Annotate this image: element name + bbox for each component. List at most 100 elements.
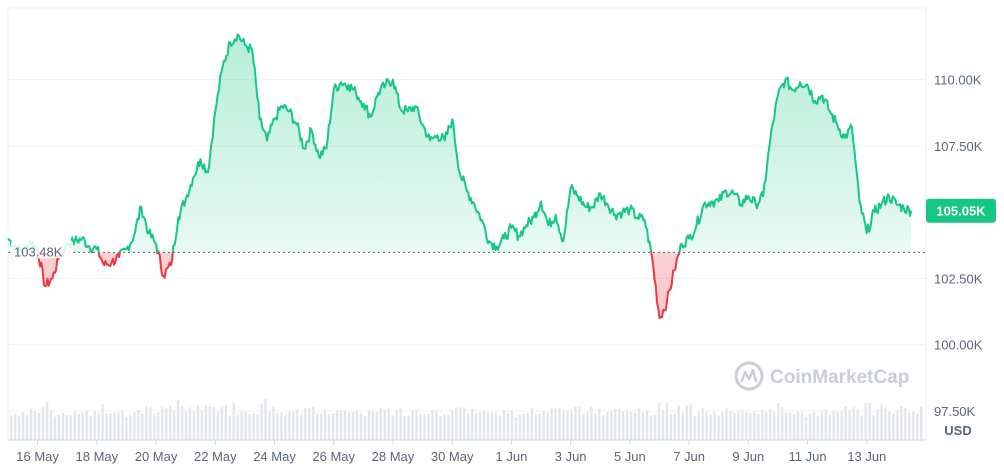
volume-bar	[41, 406, 45, 440]
volume-bar	[733, 413, 736, 440]
volume-bar	[403, 416, 406, 440]
volume-bar	[880, 404, 883, 440]
volume-bar	[439, 416, 442, 440]
volume-bar	[10, 415, 13, 440]
volume-bar	[792, 413, 796, 440]
volume-bar	[705, 411, 708, 440]
volume-bar	[208, 406, 212, 440]
volume-bar	[45, 401, 49, 440]
volume-bar	[320, 413, 323, 440]
volume-bar	[534, 414, 537, 440]
volume-bar	[637, 408, 641, 440]
y-tick-label: 97.50K	[934, 404, 976, 419]
y-axis-unit: USD	[944, 423, 971, 438]
volume-bar	[633, 412, 637, 440]
volume-bar	[117, 412, 120, 440]
volume-bar	[482, 410, 486, 440]
volume-bar	[594, 412, 597, 440]
volume-bar	[665, 402, 669, 440]
volume-bar	[629, 411, 633, 440]
y-tick-label: 110.00K	[934, 73, 982, 88]
volume-bar	[586, 411, 589, 440]
volume-bar	[773, 412, 776, 440]
volume-bar	[101, 404, 104, 440]
volume-bar	[383, 409, 386, 440]
volume-bar	[89, 415, 92, 440]
volume-bar	[800, 412, 804, 440]
volume-bar	[264, 399, 267, 440]
volume-bar	[204, 405, 208, 440]
volume-bar	[546, 412, 549, 440]
volume-bar	[582, 413, 585, 440]
volume-bar	[713, 411, 716, 440]
volume-bar	[697, 412, 700, 440]
volume-bar	[701, 408, 704, 440]
volume-bar	[435, 411, 438, 440]
volume-bar	[415, 409, 418, 440]
volume-bar	[860, 415, 863, 440]
volume-bar	[645, 411, 649, 440]
volume-bar	[486, 412, 490, 440]
volume-bar	[335, 410, 339, 440]
volume-bar	[244, 411, 247, 440]
x-tick-label: 7 Jun	[673, 449, 705, 464]
volume-bar	[478, 411, 482, 440]
volume-bar	[506, 413, 510, 440]
volume-bar	[721, 412, 724, 440]
x-tick-label: 11 Jun	[789, 449, 827, 464]
volume-bar	[804, 417, 808, 440]
volume-bar	[474, 413, 478, 440]
volume-bar	[681, 412, 684, 440]
volume-bar	[57, 414, 61, 440]
coinmarketcap-watermark: CoinMarketCap	[734, 361, 909, 391]
volume-bar	[312, 406, 315, 440]
volume-bar	[904, 408, 907, 440]
volume-bar	[17, 416, 21, 440]
volume-bar	[459, 407, 462, 440]
volume-bar	[248, 414, 251, 440]
y-tick-label: 102.50K	[934, 271, 983, 286]
volume-bar	[367, 409, 371, 440]
volume-bar	[268, 411, 271, 440]
area-above-baseline	[8, 34, 912, 253]
volume-bar	[447, 414, 450, 440]
volume-bar	[824, 409, 828, 440]
current-price-badge: 105.05K	[926, 198, 996, 223]
volume-bar	[256, 414, 259, 440]
x-tick-label: 26 May	[312, 449, 355, 464]
volume-bar	[808, 413, 812, 440]
volume-bar	[852, 407, 855, 440]
volume-bar	[892, 414, 895, 440]
volume-bar	[566, 410, 569, 440]
volume-bar	[467, 413, 470, 440]
volume-bar	[912, 411, 915, 440]
volume-bar	[900, 406, 903, 440]
volume-bar	[832, 410, 835, 440]
volume-bar	[788, 412, 792, 440]
volume-bar	[176, 400, 180, 440]
watermark-text: CoinMarketCap	[770, 367, 909, 388]
volume-bar	[896, 410, 899, 440]
volume-bar	[689, 403, 692, 440]
volume-bar	[21, 412, 25, 440]
volume-bar	[73, 412, 76, 440]
y-tick-label: 100.00K	[934, 338, 983, 353]
volume-bar	[590, 407, 593, 440]
volume-bar	[622, 411, 625, 440]
volume-bar	[304, 407, 307, 440]
volume-bar	[371, 411, 374, 440]
volume-bar	[502, 409, 506, 440]
volume-bar	[741, 410, 744, 440]
volume-bar	[510, 410, 514, 440]
volume-bar	[451, 410, 454, 440]
volume-bar	[745, 412, 748, 440]
volume-bar	[347, 412, 351, 440]
volume-bar	[423, 414, 426, 440]
volume-bar	[780, 407, 784, 440]
volume-bar	[574, 406, 577, 440]
volume-bar	[522, 413, 525, 440]
volume-bar	[784, 412, 788, 440]
volume-bar	[165, 408, 168, 440]
volume-bar	[872, 415, 875, 440]
volume-bar	[729, 411, 732, 440]
